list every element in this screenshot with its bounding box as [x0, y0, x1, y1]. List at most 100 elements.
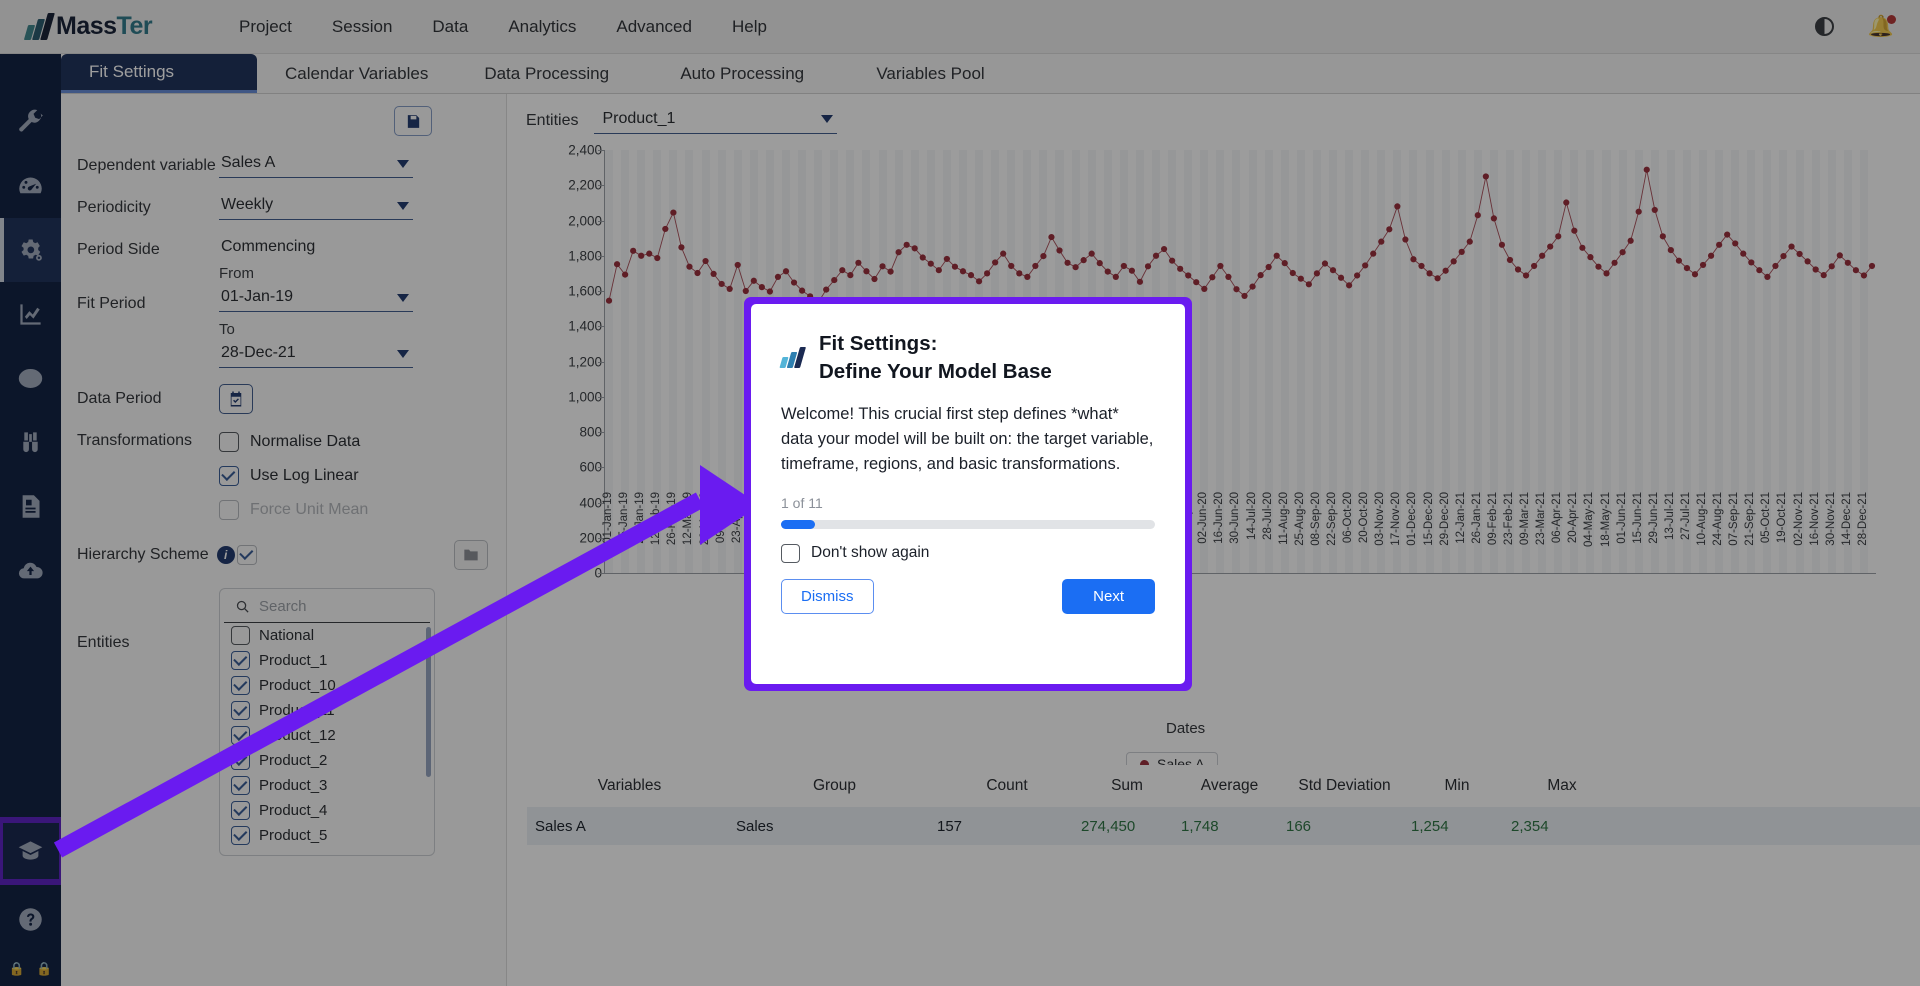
- checkbox-label: Normalise Data: [250, 433, 361, 450]
- checkbox-use-log-linear[interactable]: Use Log Linear: [219, 466, 490, 486]
- tab-auto-processing[interactable]: Auto Processing: [680, 63, 805, 83]
- list-item-label: Product_4: [259, 802, 328, 819]
- x-axis-tick-label: 29-Jun-21: [1647, 492, 1660, 544]
- menu-item-session[interactable]: Session: [331, 16, 393, 36]
- x-axis-tick-label: 13-Jul-21: [1663, 492, 1676, 540]
- checkbox-checked-icon: [231, 776, 250, 795]
- dismiss-button[interactable]: Dismiss: [781, 578, 874, 614]
- y-axis-tick-label: 2,200: [568, 177, 602, 193]
- rail-item-help-circle-icon[interactable]: [0, 887, 61, 951]
- entities-search-row[interactable]: [224, 595, 430, 623]
- rail-item-cloud-upload-icon[interactable]: [0, 538, 61, 602]
- column-header-group[interactable]: Group: [812, 777, 857, 794]
- tab-variables-pool[interactable]: Variables Pool: [876, 63, 985, 83]
- app-logo[interactable]: MassTer: [23, 12, 201, 41]
- x-axis-tick-label: 14-Jul-20: [1245, 492, 1258, 540]
- fit-period-from-select[interactable]: 01-Jan-19: [219, 285, 413, 312]
- transformations-field: Transformations Normalise Data Use Log L…: [77, 432, 490, 520]
- save-disk-icon[interactable]: [394, 106, 432, 136]
- x-axis-tick-label: 14-Dec-21: [1840, 492, 1853, 546]
- x-axis-tick-label: 17-Nov-20: [1390, 492, 1403, 546]
- modal-header: Fit Settings: Define Your Model Base: [779, 330, 1155, 385]
- fit-period-field: Fit Period From 01-Jan-19 To 28-Dec-21: [77, 265, 490, 368]
- menu-item-project[interactable]: Project: [239, 16, 292, 36]
- lock-icon: 🔒: [36, 961, 53, 976]
- dont-show-again-checkbox[interactable]: [781, 543, 800, 563]
- table-header-row: Variables Group Count Sum Average Std De…: [527, 765, 1920, 807]
- column-header-min[interactable]: Min: [1444, 777, 1470, 794]
- menu-item-analytics[interactable]: Analytics: [508, 16, 577, 36]
- dont-show-again-row[interactable]: Don't show again: [781, 543, 1155, 563]
- dependent-variable-select[interactable]: Sales A: [219, 151, 413, 178]
- column-header-max[interactable]: Max: [1547, 777, 1577, 794]
- column-header-std-deviation[interactable]: Std Deviation: [1298, 777, 1391, 794]
- table-row[interactable]: Sales A Sales 157 274,450 1,748 166 1,25…: [527, 807, 1920, 845]
- list-item[interactable]: Product_3: [220, 773, 434, 798]
- logo-text-accent: Ter: [116, 12, 153, 40]
- entity-selector-row: Entities Product_1: [507, 94, 1920, 134]
- tab-data-processing[interactable]: Data Processing: [484, 63, 610, 83]
- calendar-check-icon[interactable]: [219, 384, 253, 414]
- x-axis-tick-label: 26-Mar-19: [698, 492, 711, 546]
- list-item[interactable]: Product_10: [220, 673, 434, 698]
- column-header-average[interactable]: Average: [1200, 777, 1259, 794]
- list-item[interactable]: Product_12: [220, 723, 434, 748]
- x-axis-tick-label: 10-Aug-21: [1696, 492, 1709, 546]
- cell-min: 1,254: [1411, 817, 1449, 835]
- list-item-label: Product_5: [259, 827, 328, 844]
- tab-calendar-variables[interactable]: Calendar Variables: [285, 63, 429, 83]
- list-item[interactable]: Product_11: [220, 698, 434, 723]
- info-icon[interactable]: i: [216, 546, 235, 564]
- column-header-count[interactable]: Count: [986, 777, 1028, 794]
- rail-item-target-rings-icon[interactable]: [0, 346, 61, 410]
- dependent-variable-field: Dependent variable Sales A: [77, 151, 490, 178]
- menu-item-advanced[interactable]: Advanced: [616, 16, 692, 36]
- y-axis-tick-label: 2,000: [568, 213, 602, 228]
- entities-scrollbar[interactable]: [426, 627, 431, 777]
- rail-item-gears-icon[interactable]: [0, 218, 61, 282]
- modal-step-indicator: 1 of 11: [781, 494, 823, 511]
- rail-item-graduation-cap-icon[interactable]: [0, 817, 65, 885]
- x-axis-tick-label: 02-Nov-21: [1792, 492, 1805, 546]
- menu-item-data[interactable]: Data: [432, 16, 469, 36]
- rail-item-line-chart-icon[interactable]: [0, 282, 61, 346]
- hierarchy-scheme-text: Hierarchy Scheme: [77, 546, 209, 563]
- x-axis-tick-label: 06-Oct-20: [1342, 492, 1355, 544]
- list-item[interactable]: Product_4: [220, 798, 434, 823]
- x-axis-tick-label: 03-Nov-20: [1374, 492, 1387, 546]
- menu-item-help[interactable]: Help: [731, 16, 767, 36]
- x-axis-tick-label: 15-Jan-19: [618, 492, 631, 544]
- periodicity-select[interactable]: Weekly: [219, 193, 413, 220]
- x-axis-tick-label: 30-Jun-20: [1229, 492, 1242, 544]
- chevron-down-icon: [397, 350, 409, 358]
- checkbox-normalise-data[interactable]: Normalise Data: [219, 432, 490, 452]
- column-header-variables[interactable]: Variables: [597, 777, 662, 794]
- entity-selector[interactable]: Product_1: [594, 108, 838, 134]
- logo-text: MassTer: [56, 12, 153, 41]
- tab-fit-settings[interactable]: Fit Settings: [61, 54, 257, 93]
- folder-icon[interactable]: [454, 540, 488, 570]
- rail-item-wrench-icon[interactable]: [0, 90, 61, 154]
- column-header-sum[interactable]: Sum: [1111, 777, 1143, 794]
- theme-contrast-icon[interactable]: [1814, 17, 1834, 36]
- list-item[interactable]: Product_2: [220, 748, 434, 773]
- x-axis-tick-label: 19-Oct-21: [1776, 492, 1789, 544]
- search-input[interactable]: [259, 598, 399, 615]
- next-button[interactable]: Next: [1062, 578, 1155, 614]
- y-axis-tick-label: 200: [579, 530, 602, 546]
- rail-item-dashboard-gauge-icon[interactable]: [0, 154, 61, 218]
- modal-title-line-1: Fit Settings:: [819, 332, 938, 355]
- content-area: Entities Product_1 0 200 400 600 800 1,000 1,2…: [507, 94, 1920, 986]
- rail-item-binoculars-icon[interactable]: [0, 410, 61, 474]
- bell-icon[interactable]: 🔔: [1867, 15, 1896, 38]
- rail-item-document-image-icon[interactable]: [0, 474, 61, 538]
- top-bar-actions: 🔔: [1814, 15, 1896, 38]
- x-axis-tick-label: 11-Aug-20: [1277, 492, 1290, 545]
- period-side-field: Period Side Commencing: [77, 235, 490, 259]
- fit-period-to-select[interactable]: 28-Dec-21: [219, 341, 413, 368]
- list-item-label: National: [259, 627, 315, 644]
- list-item[interactable]: Product_5: [220, 823, 434, 848]
- list-item[interactable]: Product_1: [220, 648, 434, 673]
- list-item[interactable]: National: [220, 623, 434, 648]
